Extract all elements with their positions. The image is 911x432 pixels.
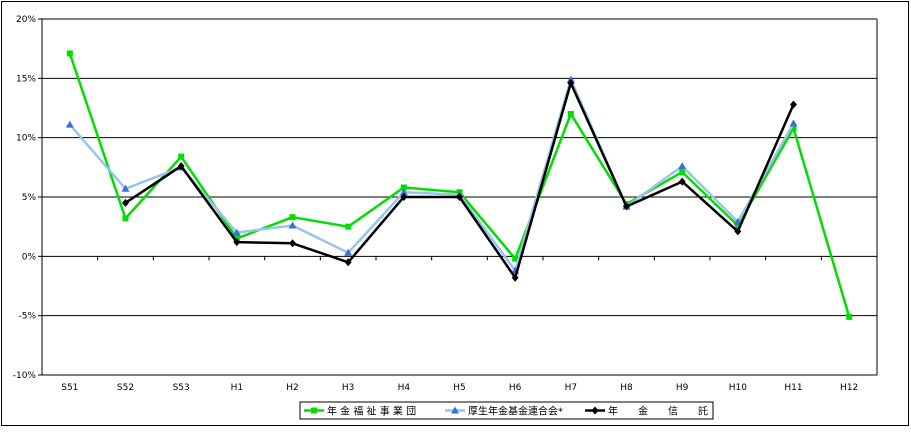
- data-point-diamond: [344, 258, 352, 267]
- data-point-diamond: [122, 198, 129, 207]
- data-point-triangle: [789, 119, 798, 127]
- x-tick-label: H8: [620, 383, 633, 393]
- x-tick-label: H6: [509, 383, 522, 393]
- gridlines: [42, 18, 877, 376]
- data-point-triangle: [288, 221, 297, 229]
- y-tick-label: 0%: [22, 252, 37, 262]
- y-tick-label: 20%: [16, 15, 36, 25]
- data-point-diamond: [734, 227, 742, 236]
- data-point-square: [400, 184, 407, 191]
- data-point-square: [567, 110, 574, 117]
- data-point-diamond: [400, 193, 408, 201]
- data-point-triangle: [566, 75, 575, 83]
- y-tick-label: 15%: [16, 74, 36, 84]
- x-tick-label: H9: [676, 383, 689, 393]
- legend-item: 年 金 信 託: [585, 405, 708, 418]
- y-tick-label: -10%: [13, 371, 37, 381]
- x-tick-label: H11: [784, 383, 802, 393]
- legend: 年 金 福 祉 事 業 団 厚生年金基金連合会* 年 金 信 託: [299, 401, 714, 420]
- data-point-triangle: [733, 217, 742, 225]
- data-point-square: [512, 255, 519, 262]
- data-point-square: [734, 222, 741, 229]
- data-point-square: [679, 169, 686, 176]
- axes: 20% 15% 10% 5% 0% -5% -10% S51 S52 S53 H1 H2 H3 H4 H5 H…: [13, 15, 878, 393]
- x-tick-label: S52: [117, 383, 134, 393]
- data-point-square: [846, 313, 853, 320]
- data-point-square: [311, 407, 317, 414]
- x-tick-label: H1: [231, 383, 244, 393]
- legend-item: 年 金 福 祉 事 業 団: [304, 405, 416, 418]
- legend-box: [299, 401, 714, 420]
- series-layer: [65, 50, 853, 320]
- legend-label: 厚生年金基金連合会*: [468, 405, 563, 418]
- data-point-diamond: [511, 273, 519, 282]
- x-tick-label: H5: [453, 383, 466, 393]
- data-point-square: [289, 214, 296, 221]
- data-point-diamond: [623, 202, 630, 211]
- x-tick-label: H4: [398, 383, 411, 393]
- data-point-diamond: [289, 239, 296, 248]
- data-point-diamond: [456, 193, 463, 201]
- data-point-triangle: [65, 120, 74, 128]
- data-point-triangle: [678, 162, 687, 170]
- data-point-diamond: [790, 100, 797, 109]
- x-tick-label: H10: [729, 383, 747, 393]
- y-tick-label: 10%: [16, 134, 36, 144]
- legend-item: 厚生年金基金連合会*: [445, 405, 563, 418]
- x-tick-label: S53: [173, 383, 190, 393]
- data-point-triangle: [232, 228, 241, 236]
- data-point-square: [178, 153, 185, 160]
- data-point-diamond: [678, 177, 686, 186]
- data-point-triangle: [399, 188, 408, 196]
- legend-label: 年 金 福 祉 事 業 団: [327, 405, 416, 418]
- data-point-diamond: [177, 162, 185, 171]
- data-point-diamond: [233, 238, 241, 247]
- x-tick-label: H12: [840, 383, 858, 393]
- data-point-triangle: [344, 248, 353, 256]
- data-point-diamond: [591, 406, 599, 415]
- y-tick-label: 5%: [22, 193, 37, 203]
- data-point-triangle: [121, 184, 130, 192]
- y-tick-label: -5%: [18, 312, 36, 322]
- legend-label: 年 金 信 託: [608, 405, 708, 418]
- data-point-square: [122, 215, 129, 222]
- x-tick-label: H7: [565, 383, 578, 393]
- data-point-diamond: [567, 79, 575, 88]
- x-tick-label: H3: [342, 383, 355, 393]
- data-point-square: [345, 223, 352, 230]
- x-tick-label: H2: [286, 383, 299, 393]
- data-point-square: [66, 50, 73, 57]
- data-point-square: [790, 125, 797, 132]
- x-tick-label: S51: [61, 383, 78, 393]
- series-3: [122, 79, 797, 282]
- data-point-triangle: [451, 406, 459, 414]
